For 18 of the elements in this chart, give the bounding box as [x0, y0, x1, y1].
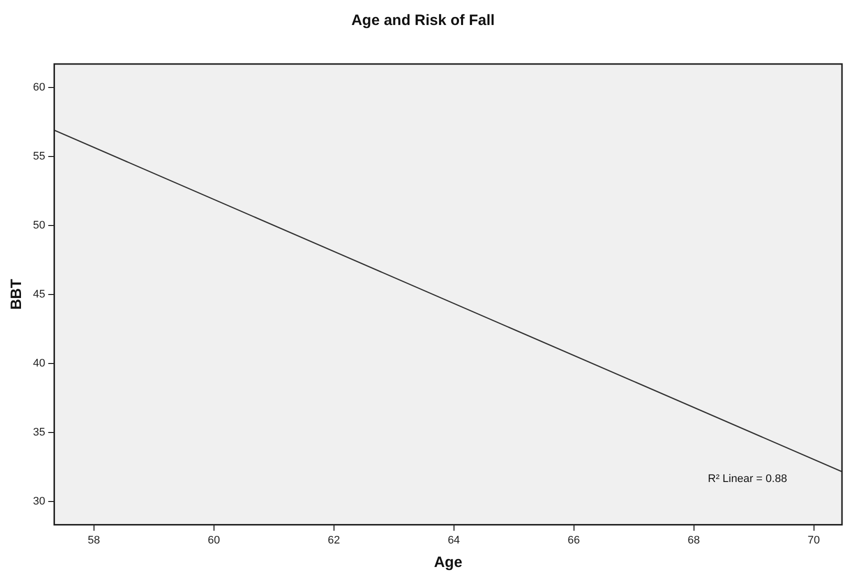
annotation: R² Linear = 0.88	[708, 472, 788, 485]
x-tick-label: 64	[448, 534, 460, 546]
y-tick-label: 45	[32, 288, 46, 300]
y-tick-label: 35	[32, 426, 46, 438]
y-tick-label: 60	[32, 81, 46, 94]
y-axis-title: BBT	[8, 278, 26, 310]
x-tick-label: 58	[88, 534, 100, 546]
x-axis-title: Age	[434, 554, 462, 572]
y-tick-label: 55	[32, 150, 46, 162]
y-tick-label: 30	[32, 495, 46, 508]
y-tick-label: 50	[32, 219, 46, 232]
x-tick-label: 62	[328, 534, 340, 546]
x-tick-label: 70	[808, 534, 820, 546]
y-tick-label: 40	[32, 357, 46, 370]
x-tick-label: 68	[688, 534, 700, 546]
x-tick-label: 66	[568, 534, 580, 546]
chart-title: Age and Risk of Fall	[351, 12, 495, 30]
x-tick-label: 60	[208, 534, 220, 546]
